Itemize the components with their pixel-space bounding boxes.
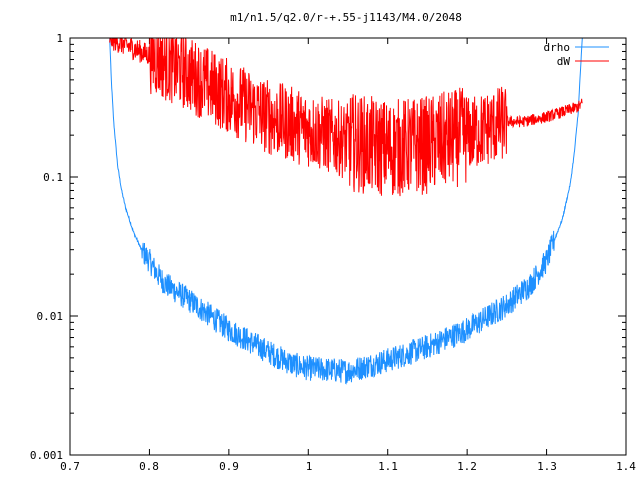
- series-line-dw: [109, 37, 583, 197]
- legend-label-dw: dW: [557, 55, 571, 68]
- x-tick-label: 1.1: [378, 460, 398, 473]
- x-axis: 0.7 0.8 0.9 1 1.1 1.2 1.3 1.4: [60, 460, 636, 473]
- y-axis: 0.001 0.01 0.1 1: [30, 32, 63, 462]
- series-layer: [109, 37, 583, 385]
- x-tick-label: 0.9: [219, 460, 239, 473]
- chart-title: m1/n1.5/q2.0/r-+.55-j1143/M4.0/2048: [230, 11, 462, 24]
- tick-marks: [69, 37, 627, 456]
- x-tick-label: 1.3: [537, 460, 557, 473]
- x-tick-label: 0.8: [139, 460, 159, 473]
- y-tick-label: 0.001: [30, 449, 63, 462]
- y-tick-label: 0.01: [37, 310, 64, 323]
- x-tick-label: 1.2: [457, 460, 477, 473]
- x-tick-label: 1.4: [616, 460, 636, 473]
- x-tick-label: 1: [306, 460, 313, 473]
- plot-frame: [69, 37, 627, 456]
- legend: drho dW: [544, 41, 609, 68]
- y-tick-label: 1: [56, 32, 63, 45]
- legend-label-drho: drho: [544, 41, 571, 54]
- y-tick-label: 0.1: [43, 171, 63, 184]
- series-line-drho: [109, 37, 583, 385]
- x-tick-label: 0.7: [60, 460, 80, 473]
